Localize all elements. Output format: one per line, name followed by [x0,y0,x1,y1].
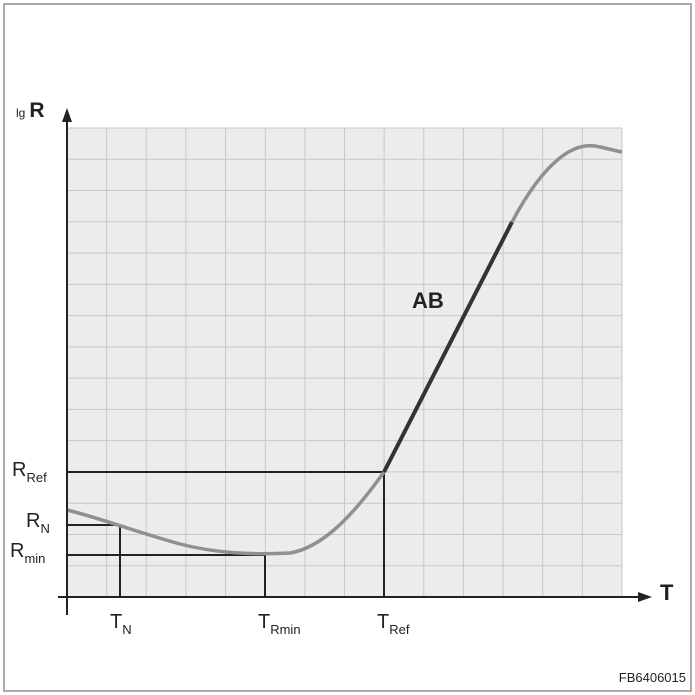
x-axis-label: T [660,580,674,605]
x-marker: TN [110,611,132,637]
y-arrow [62,108,72,122]
y-marker: RN [26,510,50,536]
y-marker: RRef [12,459,47,485]
x-arrow [638,592,652,602]
curve [510,144,623,223]
x-marker: TRef [377,611,410,637]
y-marker: Rmin [10,540,45,566]
x-marker: TRmin [258,611,301,637]
y-axis-label: lg R [16,99,45,122]
curve [66,470,386,556]
grid [67,127,623,597]
curve-ab [382,221,514,473]
figure-id: FB6406015 [619,670,686,685]
curve-label: AB [412,288,444,313]
